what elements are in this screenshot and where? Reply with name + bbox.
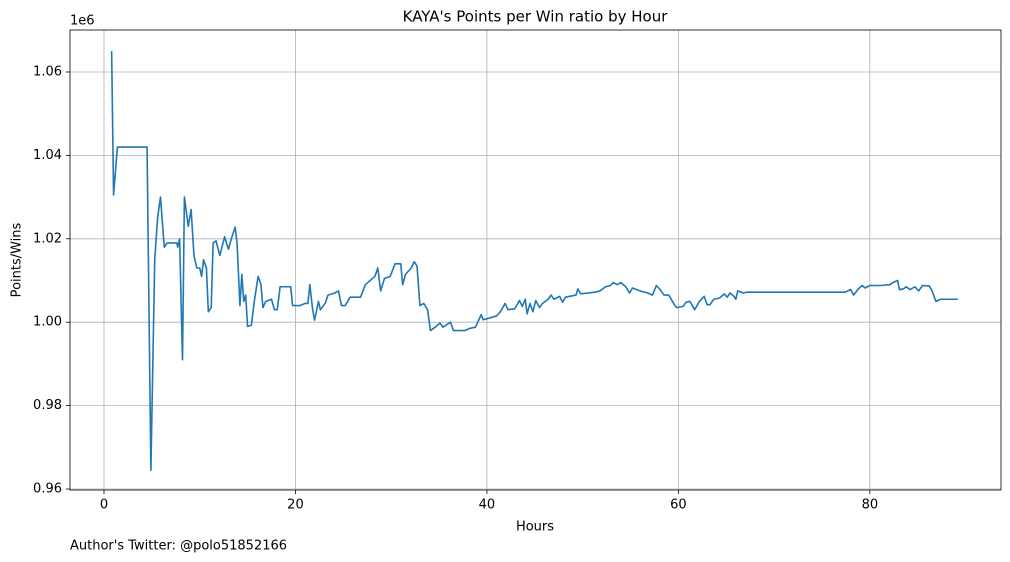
y-axis-label: Points/Wins bbox=[10, 222, 25, 297]
y-tick-label: 1.00 bbox=[33, 315, 62, 330]
plot-frame bbox=[69, 29, 1002, 491]
y-offset-label: 1e6 bbox=[70, 14, 95, 29]
y-tick-label: 1.06 bbox=[33, 64, 62, 79]
x-tick-label: 0 bbox=[100, 498, 108, 513]
x-tick-label: 80 bbox=[862, 498, 879, 513]
footnote: Author's Twitter: @polo51852166 bbox=[70, 539, 287, 554]
data-line bbox=[110, 51, 958, 472]
x-tick-label: 40 bbox=[479, 498, 496, 513]
x-axis-label: Hours bbox=[516, 520, 554, 535]
x-tick-label: 20 bbox=[287, 498, 304, 513]
y-tick-label: 1.04 bbox=[33, 148, 62, 163]
y-tick-label: 0.96 bbox=[33, 481, 62, 496]
y-tick-label: 1.02 bbox=[33, 231, 62, 246]
chart-title: KAYA's Points per Win ratio by Hour bbox=[403, 8, 669, 26]
y-tick-label: 0.98 bbox=[33, 398, 62, 413]
x-tick-label: 60 bbox=[670, 498, 687, 513]
